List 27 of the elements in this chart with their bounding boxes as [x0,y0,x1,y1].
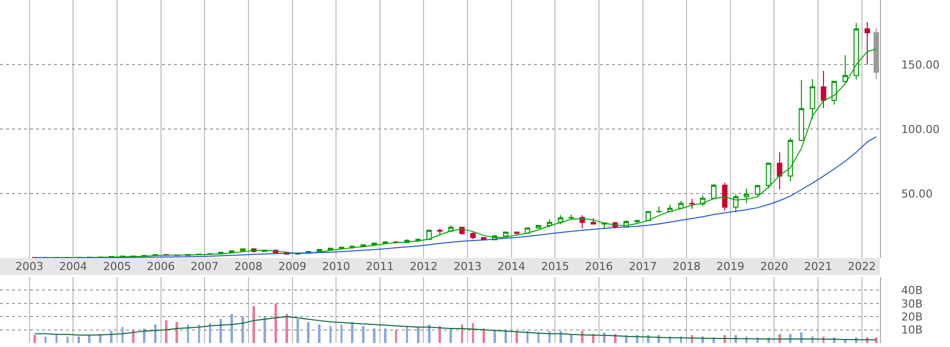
x-tick-label: 2005 [103,260,132,273]
y-tick-label: 10B [901,324,923,337]
x-tick-label: 2012 [410,260,438,273]
x-tick-label: 2013 [454,260,482,273]
x-tick-label: 2021 [804,260,832,273]
x-tick-label: 2020 [760,260,788,273]
x-tick-label: 2007 [190,260,219,273]
x-tick-label: 2014 [497,260,526,273]
x-tick-label: 2019 [716,260,744,273]
x-tick-label: 2006 [146,260,175,273]
y-tick-label: 150.00 [901,58,940,72]
x-tick-label: 2015 [541,260,570,273]
x-tick-label: 2004 [59,260,88,273]
x-tick-label: 2008 [234,260,262,273]
x-tick-label: 2022 [848,260,876,273]
x-tick-label: 2011 [366,260,394,273]
y-tick-label: 100.00 [901,122,940,136]
y-tick-label: 50.00 [901,187,933,200]
x-tick-label: 2009 [278,260,306,273]
x-tick-label: 2018 [672,260,701,273]
y-tick-label: 40B [901,284,923,298]
y-tick-label: 30B [901,297,923,310]
x-tick-label: 2016 [584,260,613,273]
x-tick-label: 2003 [15,260,44,273]
x-tick-label: 2010 [322,260,350,273]
x-tick-label: 2017 [628,260,657,273]
y-tick-label: 20B [901,310,923,324]
